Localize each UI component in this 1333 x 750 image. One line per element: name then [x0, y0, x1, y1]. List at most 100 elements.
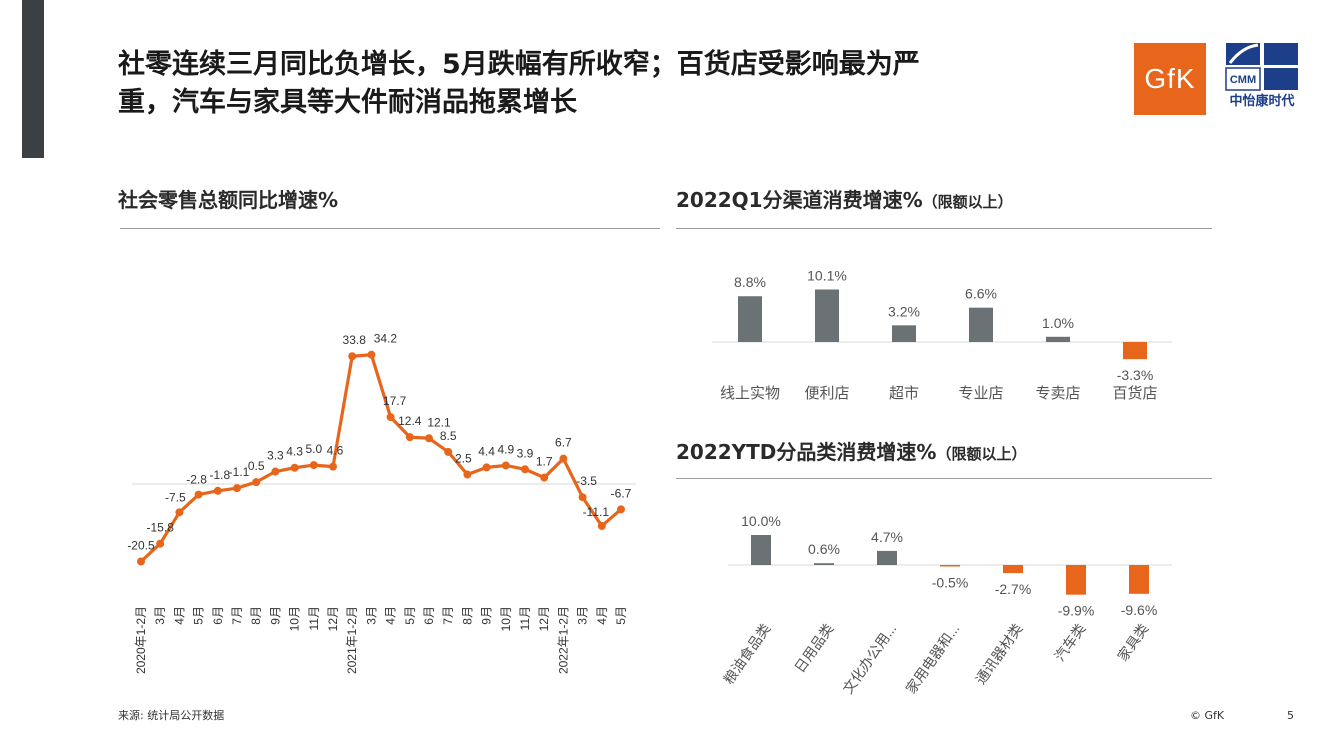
line-x-tick-label: 3月: [364, 606, 378, 625]
channel-chart-title-main: 2022Q1分渠道消费增速%: [676, 188, 923, 212]
channel-bar-label: 8.8%: [734, 274, 766, 290]
line-data-label: 12.1: [427, 415, 451, 429]
line-data-label: 6.7: [555, 436, 572, 450]
line-point: [271, 467, 280, 476]
line-x-tick-label: 3月: [153, 606, 167, 625]
channel-category-label: 线上实物: [720, 385, 780, 402]
line-data-label: -20.5: [127, 538, 155, 552]
line-x-tick-label: 10月: [499, 606, 513, 631]
category-chart-title-suffix: （限额以上）: [936, 445, 1027, 463]
line-x-tick-label: 8月: [249, 606, 263, 625]
line-point: [367, 350, 376, 359]
line-point: [233, 484, 241, 493]
line-x-tick-label: 11月: [307, 606, 321, 630]
page-number: 5: [1287, 709, 1294, 722]
channel-title-rule: [676, 228, 1212, 229]
left-title-rule: [120, 228, 660, 229]
category-title-rule: [676, 478, 1212, 479]
line-x-tick-label: 2020年1-2月: [134, 606, 148, 674]
line-data-label: 8.5: [440, 429, 457, 443]
category-bar-label: 0.6%: [808, 541, 840, 557]
line-x-tick-label: 12月: [326, 606, 340, 631]
line-point: [252, 478, 261, 487]
channel-category-label: 百货店: [1112, 385, 1157, 402]
line-data-label: 34.2: [374, 332, 398, 346]
line-point: [290, 463, 299, 472]
channel-bar: [1123, 342, 1147, 360]
channel-bar-label: 10.1%: [807, 267, 847, 283]
line-point: [309, 461, 318, 470]
line-data-label: -3.5: [576, 474, 597, 488]
source-note: 来源: 统计局公开数据: [118, 709, 225, 722]
line-data-label: 4.9: [497, 442, 514, 456]
channel-bar: [738, 296, 762, 342]
line-point: [482, 463, 491, 472]
line-x-tick-label: 2022年1-2月: [556, 606, 570, 674]
channel-chart-title-suffix: （限额以上）: [922, 193, 1013, 211]
line-x-tick-label: 6月: [211, 606, 225, 625]
line-x-tick-label: 2021年1-2月: [345, 606, 359, 674]
line-point: [559, 454, 568, 463]
category-bar: [1129, 565, 1149, 594]
line-data-label: 1.7: [536, 455, 553, 469]
line-data-label: 2.5: [455, 452, 472, 466]
channel-chart-title: 2022Q1分渠道消费增速%（限额以上）: [676, 184, 1013, 213]
line-data-label: 4.3: [286, 445, 303, 459]
line-point: [617, 505, 625, 514]
category-label: 文化办公用...: [840, 621, 900, 697]
category-chart-title-main: 2022YTD分品类消费增速%: [676, 440, 937, 464]
category-label: 家具类: [1114, 621, 1151, 665]
line-x-tick-label: 11月: [518, 606, 532, 630]
line-data-label: 4.4: [478, 444, 495, 458]
line-data-label: -1.1: [229, 465, 250, 479]
channel-bar-label: 1.0%: [1042, 315, 1074, 331]
cmm-logo-text: CMM: [1230, 74, 1256, 86]
line-x-tick-label: 4月: [595, 606, 609, 625]
line-data-label: 0.5: [248, 459, 265, 473]
line-data-label: 4.6: [327, 444, 344, 458]
category-label: 日用品类: [791, 621, 836, 676]
line-x-tick-label: 5月: [614, 606, 628, 625]
line-x-tick-label: 9月: [480, 606, 494, 625]
category-bar: [877, 550, 897, 565]
category-bar-label: -0.5%: [932, 575, 969, 591]
line-data-label: -6.7: [611, 486, 632, 500]
line-x-tick-label: 3月: [576, 606, 590, 625]
line-point: [329, 462, 337, 471]
page-title: 社零连续三月同比负增长，5月跌幅有所收窄；百货店受影响最为严 重，汽车与家具等大…: [118, 46, 1118, 122]
category-bar-label: -9.6%: [1121, 602, 1158, 618]
line-point: [501, 461, 510, 470]
category-bar-label: 4.7%: [871, 529, 903, 545]
line-data-label: 3.3: [267, 449, 284, 463]
page-title-line2: 重，汽车与家具等大件耐消品拖累增长: [118, 87, 577, 118]
category-bar-label: -2.7%: [995, 581, 1032, 597]
channel-category-label: 专卖店: [1035, 385, 1080, 402]
category-bar-label: 10.0%: [741, 513, 781, 529]
line-x-tick-label: 7月: [441, 606, 455, 625]
category-bar: [814, 563, 834, 565]
line-point: [540, 473, 549, 482]
line-point: [194, 490, 203, 499]
line-x-tick-label: 4月: [172, 606, 186, 625]
category-bar: [1003, 565, 1023, 574]
category-label: 粮油食品类: [720, 621, 773, 688]
category-label: 通讯器材类: [972, 621, 1025, 688]
channel-category-label: 超市: [889, 385, 919, 402]
gfk-logo: GfK: [1134, 43, 1206, 115]
line-data-label: 17.7: [383, 394, 407, 408]
cmm-logo: CMM 中怡康时代: [1225, 43, 1298, 108]
channel-bar: [815, 289, 839, 342]
channel-bar-label: 3.2%: [888, 303, 920, 319]
line-point: [213, 486, 222, 495]
line-x-tick-label: 5月: [403, 606, 417, 625]
channel-bar: [1046, 336, 1070, 342]
channel-bar-label: 6.6%: [965, 286, 997, 302]
channel-category-label: 便利店: [804, 385, 849, 402]
category-label: 家用电器和...: [903, 621, 963, 697]
line-point: [175, 508, 184, 517]
line-x-tick-label: 7月: [230, 606, 244, 625]
line-x-tick-label: 4月: [384, 606, 398, 625]
line-data-label: 12.4: [398, 414, 422, 428]
line-x-tick-label: 6月: [422, 606, 436, 625]
